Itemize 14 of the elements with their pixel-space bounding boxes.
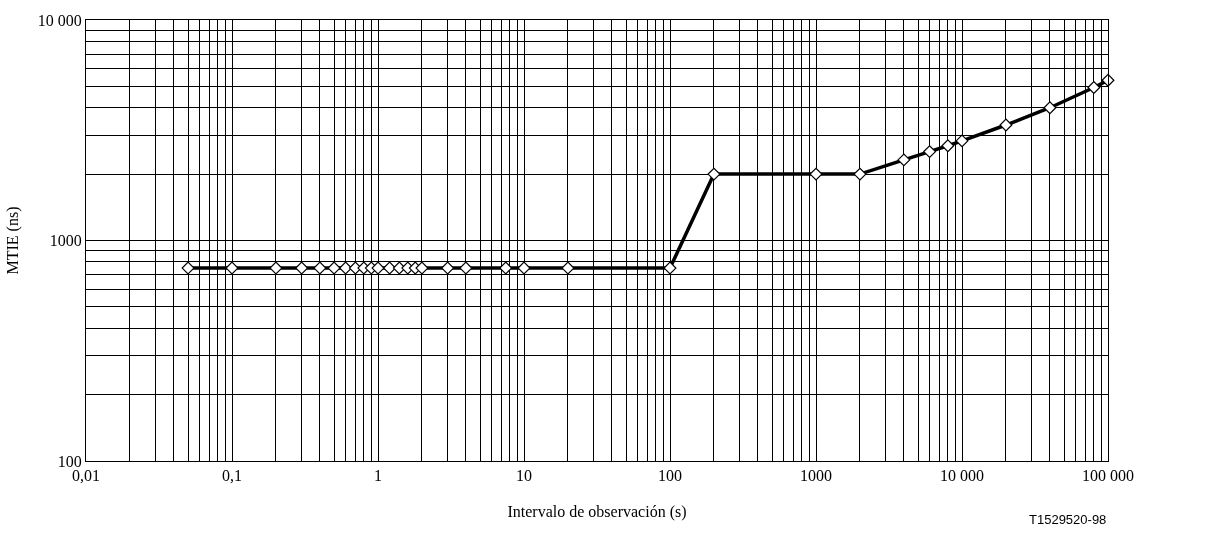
x-tick-label: 1	[374, 467, 382, 485]
y-tick-label: 10 000	[37, 11, 82, 29]
y-axis-title: MTIE (ns)	[3, 206, 22, 275]
x-tick-label: 100 000	[1082, 467, 1134, 485]
x-axis-title: Intervalo de observación (s)	[507, 502, 687, 521]
x-tick-label: 1000	[800, 467, 832, 485]
x-tick-label: 100	[658, 467, 682, 485]
x-tick-label: 0,01	[72, 467, 100, 485]
x-tick-label: 10	[516, 467, 532, 485]
text: T1529520-98	[1029, 512, 1107, 527]
y-tick-label: 100	[57, 452, 82, 470]
x-tick-label: 10 000	[940, 467, 984, 485]
y-tick-label: 1000	[49, 232, 82, 250]
x-tick-label: 0,1	[222, 467, 242, 485]
